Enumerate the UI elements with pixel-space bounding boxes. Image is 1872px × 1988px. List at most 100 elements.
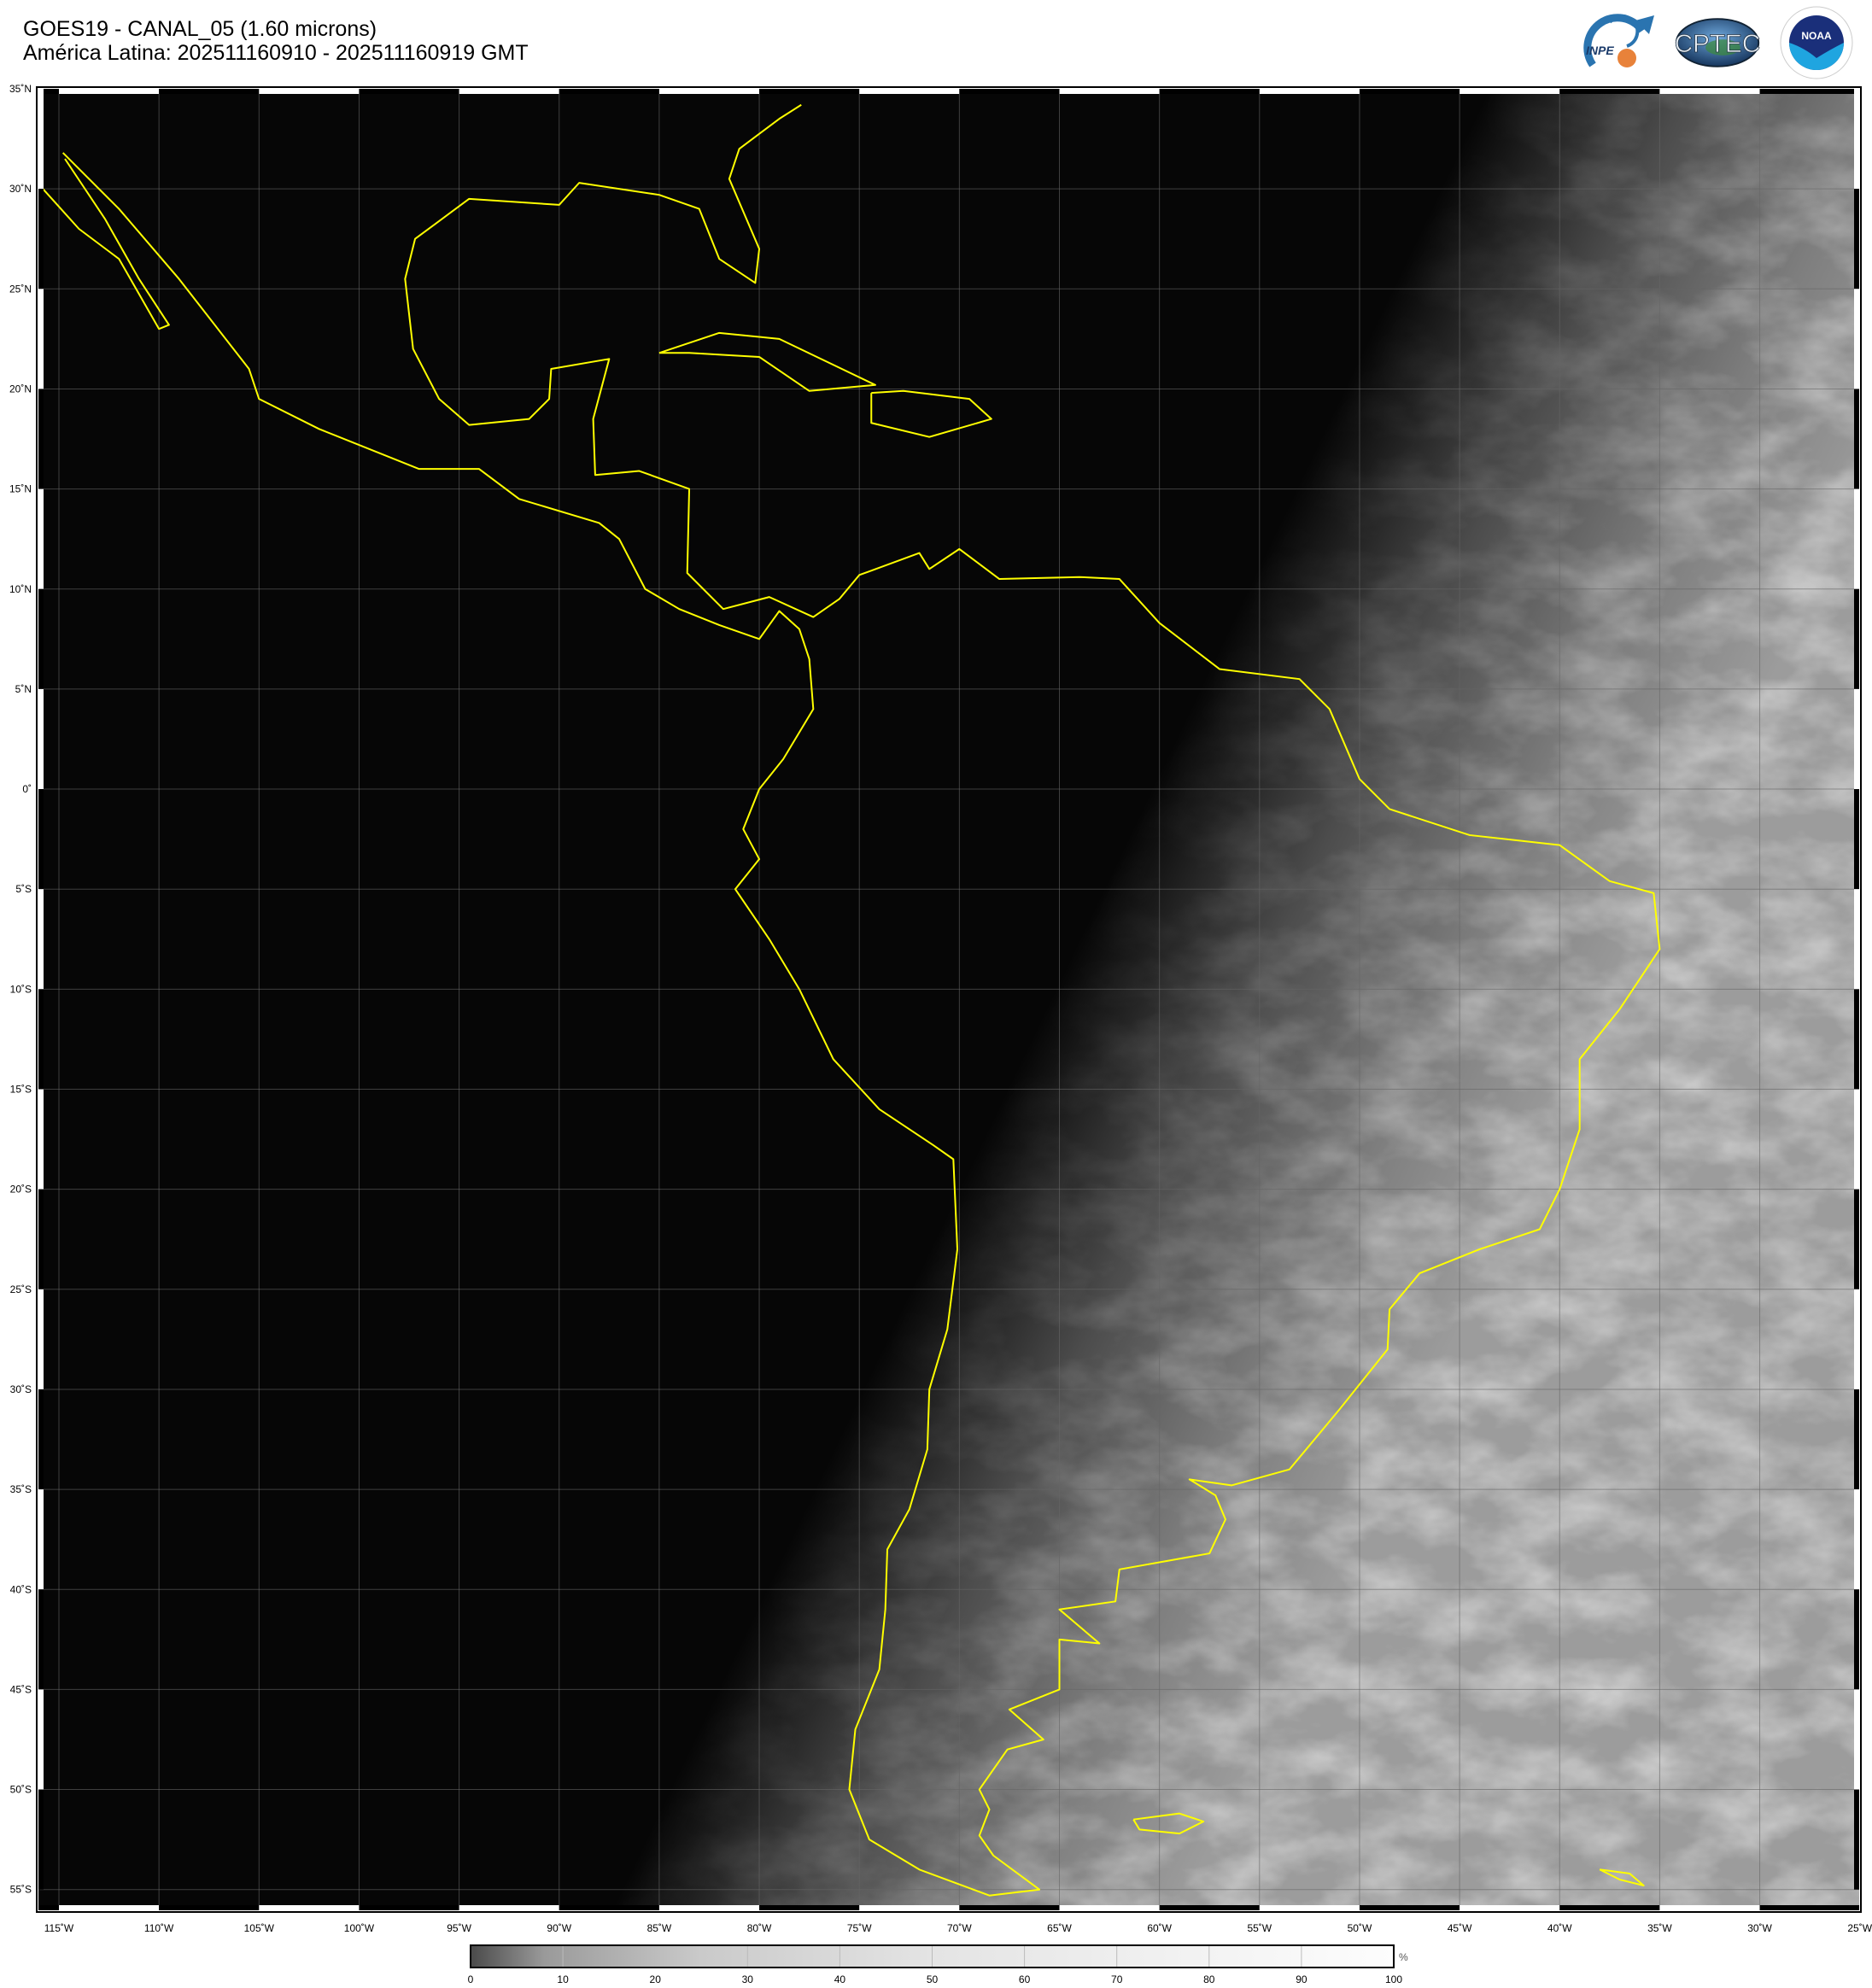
frame-tick [1159,89,1260,94]
frame-tick [1854,1289,1859,1389]
frame-tick [759,1905,860,1910]
americas-coastline [61,103,1661,1897]
lat-label: 0˚ [22,783,32,795]
map-title: GOES19 - CANAL_05 (1.60 microns) [23,17,377,41]
frame-tick [38,688,44,790]
frame-tick [38,1589,44,1690]
frame-tick [259,1905,360,1910]
coastlines [38,103,1661,1897]
frame-tick [459,1905,559,1910]
lon-label: 110˚W [144,1922,174,1934]
frame-tick [1854,389,1859,489]
frame-tick [1460,1905,1560,1910]
frame-tick [38,1289,44,1389]
lon-label: 105˚W [244,1922,275,1934]
frame-tick [38,89,59,94]
frame-tick [38,1489,44,1590]
lon-label: 30˚W [1747,1922,1772,1934]
frame-tick [959,89,1060,94]
lat-label: 55˚S [10,1884,32,1896]
frame-tick [1559,89,1660,94]
frame-tick [1759,1905,1859,1910]
noaa-logo: NOAA [1780,6,1853,79]
lat-label: 25˚S [10,1283,32,1295]
south-georgia-coastline [1599,1868,1645,1887]
frame-tick [859,89,960,94]
frame-tick [658,1905,760,1910]
frame-tick [959,1905,1060,1910]
lon-label: 40˚W [1547,1922,1572,1934]
colorbar-tick-label: 40 [834,1973,846,1985]
frame-tick [1259,1905,1360,1910]
frame-tick [38,1189,44,1289]
lon-label: 65˚W [1047,1922,1072,1934]
colorbar-tick-label: 20 [650,1973,662,1985]
lat-label: 40˚S [10,1583,32,1595]
frame-tick [38,889,44,990]
lat-label: 50˚S [10,1784,32,1796]
lat-label: 10˚N [9,583,32,595]
cloud-texture [38,89,1859,1910]
logos: INPE CPTEC NOAA [1575,5,1860,80]
colorbar: 0 10 20 30 40 50 60 70 80 90 100 % [468,1944,1408,1985]
colorbar-tick-label: 90 [1296,1973,1307,1985]
frame-tick [1854,289,1859,389]
frame-tick [1559,1905,1660,1910]
axis-labels: 115˚W 110˚W 105˚W 100˚W 95˚W 90˚W 85˚W 80˚W 75˚W… [9,83,1872,1934]
lat-label: 25˚N [9,283,32,295]
frame-tick [159,89,260,94]
frame-tick [1854,688,1859,790]
lat-label: 35˚N [9,83,32,95]
lon-label: 60˚W [1147,1922,1172,1934]
frame-tick [1854,89,1859,190]
frame-tick [1854,1789,1859,1890]
frame-tick [1854,189,1859,289]
lon-label: 100˚W [344,1922,375,1934]
frame-tick [1854,1489,1859,1590]
frame-tick [1359,1905,1460,1910]
lon-label: 90˚W [547,1922,571,1934]
frame-tick [1854,1389,1859,1490]
frame-tick [759,89,860,94]
colorbar-tick-label: 60 [1019,1973,1031,1985]
lat-label: 15˚S [10,1084,32,1096]
frame-tick [1759,89,1859,94]
cptec-logo: CPTEC [1674,18,1761,67]
lon-label: 50˚W [1348,1922,1372,1934]
colorbar-tick-label: 10 [557,1973,569,1985]
frame-tick [1854,1589,1859,1690]
frame-tick [1854,989,1859,1090]
lat-label: 5˚S [15,883,32,895]
frame-tick [38,1089,44,1190]
frame-tick [1259,89,1360,94]
lon-label: 70˚W [947,1922,972,1934]
frame-tick [38,789,44,890]
lat-label: 20˚N [9,383,32,395]
frame-tick [1159,1905,1260,1910]
frame-tick [1659,1905,1760,1910]
frame-tick [38,389,44,489]
frame-tick [38,588,44,689]
svg-text:INPE: INPE [1586,44,1614,57]
frame-tick [38,1689,44,1790]
frame-tick [859,1905,960,1910]
frame-tick [259,89,360,94]
frame-tick [38,289,44,389]
frame-tick [159,1905,260,1910]
colorbar-tick-label: 50 [927,1973,939,1985]
frame-tick [1359,89,1460,94]
frame-tick [559,1905,659,1910]
lon-label: 80˚W [747,1922,772,1934]
frame-tick [1854,488,1859,589]
frame-tick [359,1905,459,1910]
lon-label: 35˚W [1647,1922,1672,1934]
lon-label: 75˚W [847,1922,872,1934]
frame-tick [1854,1189,1859,1289]
frame-tick [1854,789,1859,890]
lat-label: 15˚N [9,483,32,495]
frame-tick [1854,889,1859,990]
lon-label: 95˚W [447,1922,471,1934]
frame-tick [38,189,44,289]
colorbar-tick-label: 100 [1385,1973,1402,1985]
